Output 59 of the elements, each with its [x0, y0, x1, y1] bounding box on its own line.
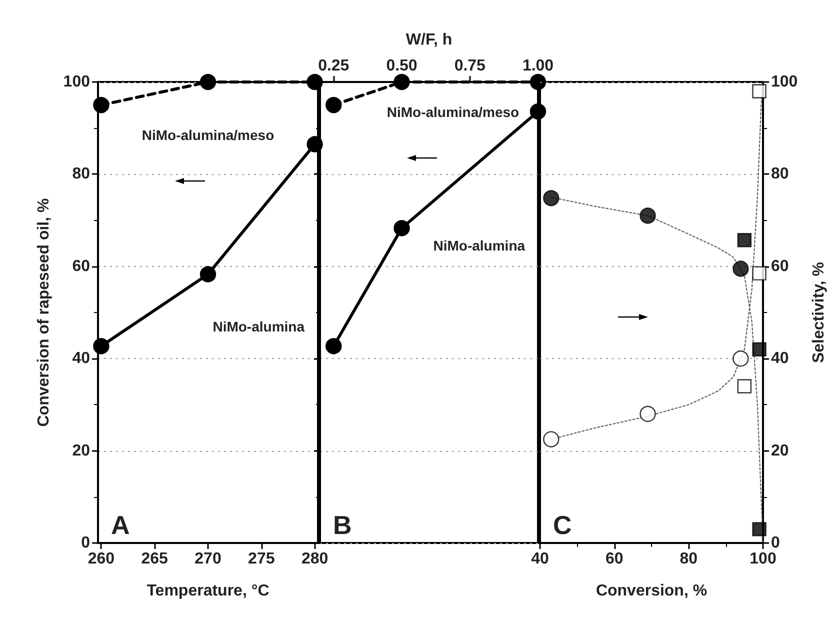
- annotation: NiMo-alumina: [433, 238, 526, 254]
- point: [326, 338, 342, 354]
- point: [732, 260, 749, 277]
- y2-tick-label: 0: [771, 534, 780, 552]
- y2-tick-label: 60: [771, 258, 789, 275]
- y-tick-label: 80: [72, 166, 90, 183]
- x-tick-label: 100: [750, 550, 776, 568]
- point: [752, 342, 766, 356]
- point: [326, 96, 342, 114]
- point: [394, 74, 410, 90]
- y-tick-label: 20: [72, 442, 90, 460]
- annotation: NiMo-alumina/meso: [386, 104, 520, 120]
- y2-tick-label: 20: [771, 442, 789, 460]
- y-tick-label: 60: [72, 258, 90, 275]
- y-tick-label: 100: [63, 74, 90, 90]
- x-tick-label: 260: [88, 550, 115, 568]
- annotation: NiMo-alumina/meso: [142, 127, 274, 144]
- x-tick-label: 60: [605, 550, 624, 568]
- y2-tick-label: 80: [771, 166, 789, 183]
- x-tick-label: 275: [248, 550, 275, 568]
- x-tick-label: 0.50: [386, 58, 418, 74]
- point: [752, 522, 766, 536]
- point: [737, 379, 752, 394]
- x-tick-label: 80: [680, 550, 698, 568]
- point: [640, 406, 656, 422]
- point: [737, 233, 752, 248]
- x-tick-label: 0.75: [454, 58, 486, 74]
- point: [640, 208, 656, 224]
- point: [732, 350, 749, 367]
- y2-tick-label: 40: [771, 350, 789, 368]
- point: [394, 220, 410, 236]
- x-tick-label: 1.00: [522, 58, 554, 74]
- x-tick-label: 265: [141, 550, 168, 568]
- point: [543, 190, 560, 206]
- x-axis-title: Conversion, %: [596, 582, 708, 600]
- x-tick-label: 0.25: [318, 58, 350, 74]
- point: [543, 431, 560, 448]
- x-tick-label: 40: [531, 550, 549, 568]
- y2-axis-title: Selectivity, %: [810, 262, 828, 364]
- point: [530, 74, 546, 90]
- x-axis-title: W/F, h: [406, 32, 452, 48]
- x-tick-label: 280: [301, 550, 328, 568]
- point: [752, 266, 766, 280]
- x-tick-label: 270: [194, 550, 222, 568]
- y2-tick-label: 100: [771, 74, 798, 90]
- x-axis-title: Temperature, °C: [146, 582, 270, 600]
- point: [200, 74, 216, 90]
- point: [93, 96, 110, 114]
- annotation: NiMo-alumina: [212, 318, 305, 334]
- point: [752, 84, 766, 98]
- y-tick-label: 0: [81, 534, 90, 552]
- y-axis-title: Conversion of rapeseed oil, %: [36, 198, 52, 427]
- text: A: [111, 510, 130, 540]
- text: C: [553, 510, 572, 540]
- point: [200, 266, 216, 282]
- y-tick-label: 40: [72, 350, 90, 368]
- point: [306, 74, 323, 90]
- point: [93, 338, 110, 354]
- text: B: [333, 510, 352, 540]
